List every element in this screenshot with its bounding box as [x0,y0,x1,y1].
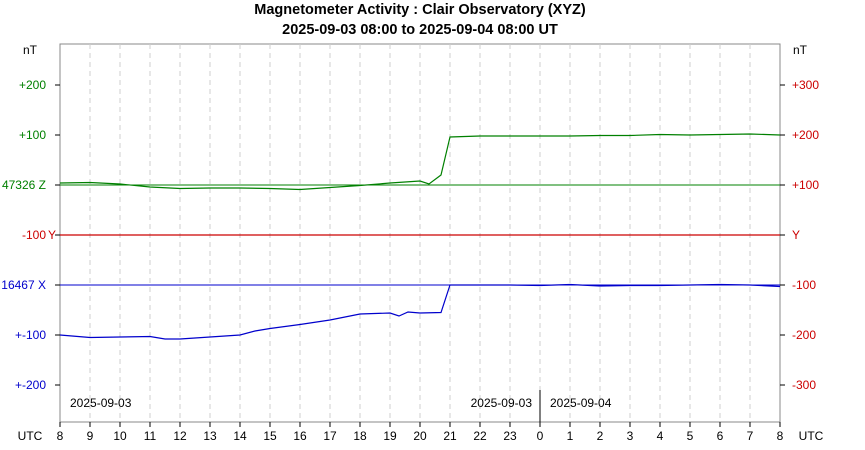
x-tick-label: 1 [567,429,574,443]
series-x-line [59,283,781,340]
x-tick-label: 8 [777,429,784,443]
left-axis-label: +-200 [15,378,46,392]
grid [89,44,751,422]
x-tick-label: 10 [113,429,127,443]
x-tick-label: 23 [503,429,517,443]
series-z-line [59,133,781,191]
right-unit-label: nT [793,43,808,57]
right-axis-label: +200 [792,128,819,142]
x-tick-label: 15 [263,429,277,443]
x-tick-label: 8 [57,429,64,443]
x-tick-label: 13 [203,429,217,443]
x-tick-label: 6 [717,429,724,443]
right-axis-label: -200 [792,328,816,342]
left-axis-label: 16467 X [1,278,46,292]
left-unit-label: nT [23,43,38,57]
right-axis-label: +100 [792,178,819,192]
left-axis-label: +100 [19,128,46,142]
x-tick-label: 12 [173,429,187,443]
x-tick-label: 9 [87,429,94,443]
x-tick-label: 3 [627,429,634,443]
right-axis-label: -100 [792,278,816,292]
x-tick-label: 19 [383,429,397,443]
date-label-before-midnight: 2025-09-03 [471,396,533,410]
x-tick-label: 22 [473,429,487,443]
x-tick-label: 2 [597,429,604,443]
x-tick-label: 21 [443,429,457,443]
date-label-after-midnight: 2025-09-04 [550,396,612,410]
x-tick-label: 20 [413,429,427,443]
x-tick-label: 11 [144,429,157,443]
x-tick-label: 7 [747,429,754,443]
left-axis-suffix: Y [48,228,56,242]
left-axis-label: -100 [22,228,46,242]
x-tick-label: 16 [293,429,307,443]
x-axis-ticks: 8 9 10 11 12 13 14 15 16 17 18 19 20 21 22 23 0 1 2 3 4 5 6 7 8 [57,422,784,443]
x-tick-label: 5 [687,429,694,443]
series-lines [59,133,781,340]
chart-subtitle: 2025-09-03 08:00 to 2025-09-04 08:00 UT [282,22,558,38]
x-tick-label: 14 [233,429,247,443]
left-axis-label: +-100 [15,328,46,342]
chart-title: Magnetometer Activity : Clair Observator… [254,2,586,18]
x-tick-label: 4 [657,429,664,443]
left-axis-label: +200 [19,78,46,92]
date-label-start: 2025-09-03 [70,396,132,410]
right-axis-label: -300 [792,378,816,392]
left-axis-label: 47326 Z [2,178,46,192]
x-tick-label: 18 [353,429,367,443]
x-axis-label-left: UTC [18,429,43,443]
x-tick-label: 0 [537,429,544,443]
left-axis-labels: +200 +100 47326 Z -100 Y 16467 X +-100 +-200 [1,78,60,392]
x-tick-label: 17 [323,429,337,443]
x-axis-label-right: UTC [799,429,824,443]
right-axis-labels: +300 +200 +100 Y -100 -200 -300 [780,78,819,392]
right-axis-label: Y [792,228,800,242]
right-axis-label: +300 [792,78,819,92]
